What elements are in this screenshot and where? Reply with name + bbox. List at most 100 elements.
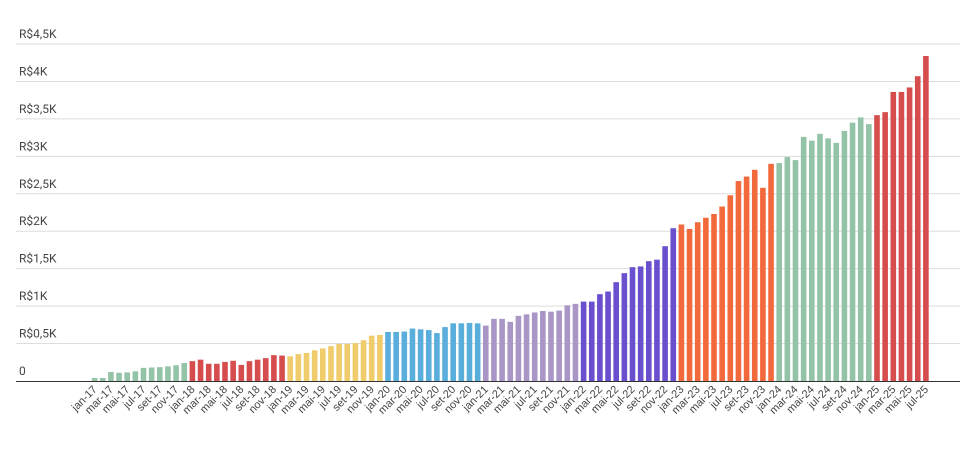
y-tick-label: R$2K [19,214,48,228]
bar [425,330,432,381]
y-tick-label: R$4,5K [19,27,57,41]
bar [792,160,799,381]
bar [352,343,359,381]
bar [385,331,391,381]
bar [377,334,383,381]
bar [621,273,628,381]
bar [320,348,326,381]
y-tick-label: R$2,5K [19,177,57,191]
bar [719,206,725,381]
bar [637,266,644,381]
y-tick-label: 0 [19,364,26,378]
bar [751,169,758,381]
bar [157,367,163,381]
bar [173,365,179,381]
bar [491,318,497,381]
bar [784,157,791,381]
bar [246,361,253,381]
bar [703,217,709,381]
bar [906,87,913,381]
bar [99,378,106,381]
bar [140,367,147,381]
bar [507,321,514,381]
bar [629,267,636,381]
bar [287,356,293,381]
bar [124,372,130,381]
bar [914,76,921,381]
bar [686,228,693,381]
bar [800,136,807,381]
bar [531,312,538,381]
bar [743,176,750,381]
bar [108,372,114,381]
bar [336,343,342,381]
bar [548,311,554,381]
bar [825,138,831,381]
bar [890,91,897,382]
bar [515,315,522,381]
bar [833,142,840,381]
bar [605,291,611,381]
bar [303,352,310,381]
bar [849,122,856,381]
y-tick-label: R$4K [19,64,48,78]
bar [898,91,905,382]
bar [646,261,652,381]
y-tick-label: R$0,5K [19,327,57,341]
bar [678,224,685,381]
y-tick-label: R$1K [19,289,48,303]
bar [458,323,465,381]
bar [572,303,579,381]
bar [540,310,546,381]
bar [328,346,334,381]
bar [311,350,318,381]
bar [727,195,734,381]
bar [841,130,848,381]
bar [368,335,375,381]
bar [132,371,139,381]
y-tick-label: R$3,5K [19,102,57,116]
bar [116,372,122,381]
bar [923,55,929,381]
bar [857,117,864,381]
bar [809,140,815,381]
bar [483,325,489,381]
bar [262,358,269,381]
bar [466,322,473,381]
bar [670,228,677,381]
bar [817,133,823,381]
x-axis-labels: jan-17mar-17mai-17jul-17set-17nov-17jan-… [69,384,931,417]
gridlines [16,43,960,345]
bar [401,331,408,381]
bar [91,378,98,381]
bar [768,163,774,381]
bar [564,305,571,381]
bar [230,360,236,381]
bar [662,246,668,381]
bar [214,363,220,381]
bar [882,112,888,382]
bar [205,363,212,381]
bar [776,163,782,381]
bar [866,124,872,381]
y-axis-labels: 0 R$0,5K R$1K R$1,5K R$2K R$2,5K R$3K R$3,5K R$4… [19,27,57,378]
bar [434,333,440,381]
bar [189,361,196,381]
bar [271,355,277,381]
bar [694,222,701,381]
bar [222,361,228,381]
bar [597,294,603,381]
bar [654,259,660,381]
bar [499,318,505,381]
bar [238,364,245,381]
bar [197,359,204,381]
bar [295,354,302,381]
bars [91,55,929,382]
bar [523,314,530,381]
bar [360,340,367,381]
bar [254,359,261,381]
bar [442,327,448,381]
bar [344,343,351,381]
bar [450,323,456,381]
